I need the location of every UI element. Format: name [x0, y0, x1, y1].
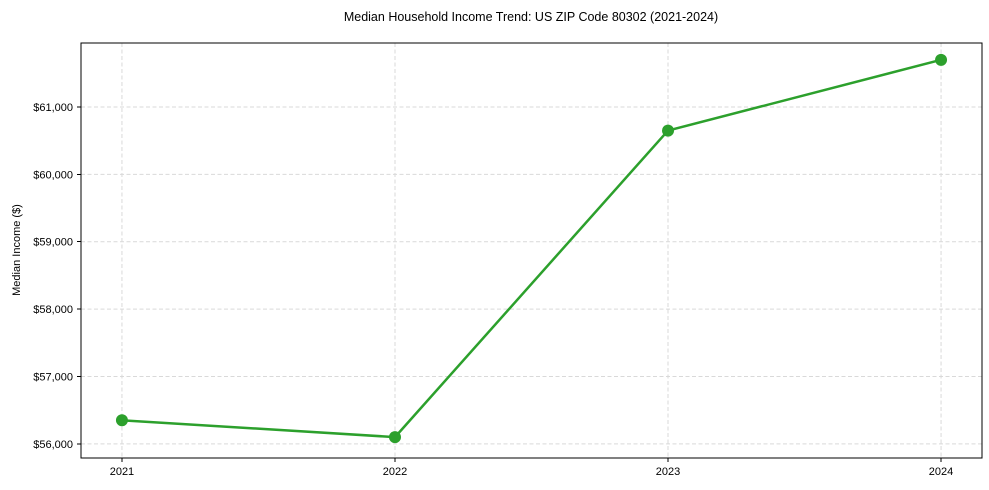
data-line: [120, 58, 943, 439]
chart-title: Median Household Income Trend: US ZIP Co…: [344, 10, 718, 24]
x-tick-label: 2024: [929, 466, 953, 478]
data-point: [662, 124, 675, 137]
axes-spines: [80, 42, 983, 459]
plot-area: $56,000 $57,000 $58,000 $59,000 $60,000 $61,0…: [33, 42, 983, 478]
data-point: [115, 414, 128, 427]
y-tick-label: $59,000: [33, 237, 73, 249]
y-tick-label: $58,000: [33, 304, 73, 316]
data-point: [935, 53, 948, 66]
y-tick-label: $56,000: [33, 439, 73, 451]
y-tick-label: $57,000: [33, 371, 73, 383]
x-tick-label: 2022: [383, 466, 407, 478]
x-tick-label: 2023: [656, 466, 680, 478]
data-point: [388, 431, 401, 444]
y-axis-title: Median Income ($): [11, 204, 23, 296]
y-tick-label: $61,000: [33, 102, 73, 114]
x-tick-label: 2021: [110, 466, 134, 478]
y-tick-label: $60,000: [33, 169, 73, 181]
